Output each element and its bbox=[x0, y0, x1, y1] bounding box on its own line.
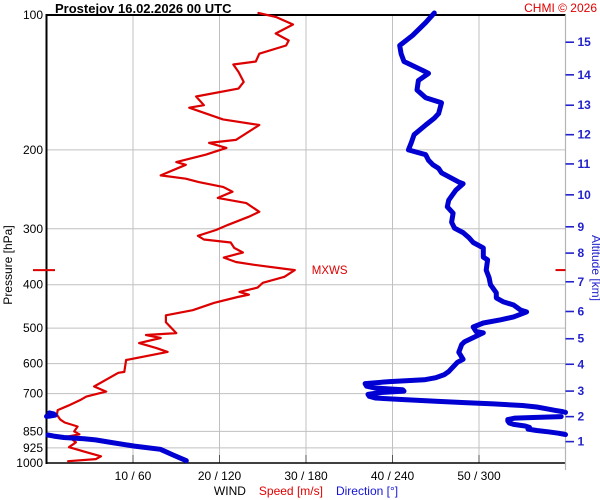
altitude-tick-label: 11 bbox=[578, 157, 591, 171]
x-axis-caption-speed: Speed [m/s] bbox=[258, 484, 323, 498]
altitude-tick-label: 6 bbox=[578, 304, 585, 318]
x-tick-label: 20 / 120 bbox=[198, 469, 242, 483]
speed-curve bbox=[55, 11, 296, 463]
altitude-tick-label: 12 bbox=[578, 128, 592, 142]
pressure-tick-label: 300 bbox=[23, 222, 43, 236]
sounding-datetime: 16.02.2026 00 UTC bbox=[118, 1, 232, 16]
pressure-tick-label: 400 bbox=[23, 278, 43, 292]
x-tick-label: 50 / 300 bbox=[457, 469, 501, 483]
direction-curve bbox=[505, 414, 568, 438]
altitude-tick-label: 10 bbox=[578, 188, 592, 202]
x-tick-label: 30 / 180 bbox=[284, 469, 328, 483]
pressure-tick-label: 200 bbox=[23, 143, 43, 157]
altitude-tick-label: 15 bbox=[578, 35, 592, 49]
altitude-tick-label: 9 bbox=[578, 220, 585, 234]
altitude-tick-label: 4 bbox=[578, 357, 585, 371]
mxws-label: MXWS bbox=[312, 265, 348, 277]
altitude-tick-label: 8 bbox=[578, 246, 585, 260]
altitude-axis-label: Altitude [km] bbox=[589, 234, 600, 302]
x-tick-label: 40 / 240 bbox=[371, 469, 415, 483]
altitude-tick-label: 14 bbox=[578, 68, 592, 82]
x-axis-caption-direction: Direction [°] bbox=[335, 484, 399, 498]
direction-curve bbox=[45, 432, 189, 464]
direction-curve bbox=[362, 10, 568, 415]
x-tick-label: 10 / 60 bbox=[115, 469, 152, 483]
pressure-tick-label: 700 bbox=[23, 387, 43, 401]
station-name: Prostejov bbox=[55, 1, 115, 16]
x-axis-caption-wind: WIND bbox=[213, 484, 246, 498]
pressure-tick-label: 100 bbox=[23, 8, 43, 22]
pressure-tick-label: 925 bbox=[23, 441, 43, 455]
altitude-tick-label: 3 bbox=[578, 384, 585, 398]
pressure-tick-label: 1000 bbox=[16, 456, 43, 470]
copyright-notice: CHMI © 2026 bbox=[524, 1, 597, 15]
altitude-tick-label: 13 bbox=[578, 98, 592, 112]
pressure-tick-label: 600 bbox=[23, 357, 43, 371]
altitude-tick-label: 2 bbox=[578, 410, 585, 424]
pressure-tick-label: 500 bbox=[23, 321, 43, 335]
altitude-tick-label: 5 bbox=[578, 332, 585, 346]
x-axis-caption: WIND Speed [m/s] Direction [°] bbox=[46, 484, 566, 498]
pressure-tick-label: 850 bbox=[23, 424, 43, 438]
altitude-tick-label: 7 bbox=[578, 275, 585, 289]
altitude-tick-label: 1 bbox=[578, 435, 585, 449]
direction-curve bbox=[44, 410, 58, 419]
pressure-axis-label: Pressure [hPa] bbox=[1, 225, 15, 305]
